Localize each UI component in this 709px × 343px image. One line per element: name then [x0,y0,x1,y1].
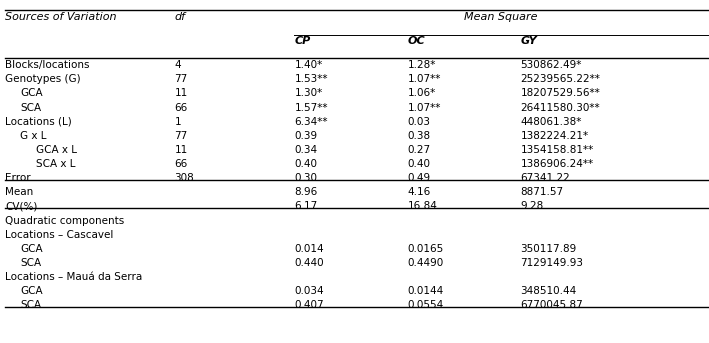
Text: 0.4490: 0.4490 [408,258,444,268]
Text: 4.16: 4.16 [408,187,430,197]
Text: 0.034: 0.034 [294,286,324,296]
Text: 1.07**: 1.07** [408,103,441,113]
Text: 77: 77 [174,131,188,141]
Text: 9.28: 9.28 [520,201,544,211]
Text: 0.49: 0.49 [408,173,430,183]
Text: 0.440: 0.440 [294,258,324,268]
Text: CV(%): CV(%) [5,201,38,211]
Text: GCA: GCA [21,88,43,98]
Text: 530862.49*: 530862.49* [520,60,582,70]
Text: 348510.44: 348510.44 [520,286,576,296]
Text: 0.407: 0.407 [294,300,324,310]
Text: 448061.38*: 448061.38* [520,117,582,127]
Text: 16.84: 16.84 [408,201,437,211]
Text: 1354158.81**: 1354158.81** [520,145,593,155]
Text: OC: OC [408,36,425,46]
Text: 0.014: 0.014 [294,244,324,254]
Text: 1.53**: 1.53** [294,74,328,84]
Text: GCA: GCA [21,244,43,254]
Text: 0.03: 0.03 [408,117,430,127]
Text: 26411580.30**: 26411580.30** [520,103,600,113]
Text: 350117.89: 350117.89 [520,244,576,254]
Text: 66: 66 [174,159,188,169]
Text: Mean: Mean [5,187,33,197]
Text: 7129149.93: 7129149.93 [520,258,584,268]
Text: 0.39: 0.39 [294,131,318,141]
Text: 6.34**: 6.34** [294,117,328,127]
Text: 18207529.56**: 18207529.56** [520,88,601,98]
Text: SCA: SCA [21,300,42,310]
Text: 1382224.21*: 1382224.21* [520,131,588,141]
Text: Genotypes (G): Genotypes (G) [5,74,81,84]
Text: 6770045.87: 6770045.87 [520,300,584,310]
Text: 0.0554: 0.0554 [408,300,444,310]
Text: 77: 77 [174,74,188,84]
Text: 6.17: 6.17 [294,201,318,211]
Text: 11: 11 [174,88,188,98]
Text: Locations – Mauá da Serra: Locations – Mauá da Serra [5,272,143,282]
Text: GCA: GCA [21,286,43,296]
Text: 1.06*: 1.06* [408,88,436,98]
Text: 67341.22: 67341.22 [520,173,570,183]
Text: 0.0165: 0.0165 [408,244,444,254]
Text: GCA x L: GCA x L [36,145,77,155]
Text: SCA x L: SCA x L [36,159,75,169]
Text: Quadratic components: Quadratic components [5,215,124,226]
Text: 25239565.22**: 25239565.22** [520,74,601,84]
Text: 8871.57: 8871.57 [520,187,564,197]
Text: 1.30*: 1.30* [294,88,323,98]
Text: Error: Error [5,173,30,183]
Text: 8.96: 8.96 [294,187,318,197]
Text: 0.30: 0.30 [294,173,318,183]
Text: SCA: SCA [21,258,42,268]
Text: 1.07**: 1.07** [408,74,441,84]
Text: df: df [174,12,186,22]
Text: 1: 1 [174,117,181,127]
Text: 308: 308 [174,173,194,183]
Text: 0.40: 0.40 [294,159,318,169]
Text: CP: CP [294,36,311,46]
Text: 1386906.24**: 1386906.24** [520,159,593,169]
Text: 1.28*: 1.28* [408,60,436,70]
Text: Mean Square: Mean Square [464,12,538,22]
Text: Sources of Variation: Sources of Variation [5,12,116,22]
Text: 0.27: 0.27 [408,145,430,155]
Text: 0.0144: 0.0144 [408,286,444,296]
Text: SCA: SCA [21,103,42,113]
Text: 0.34: 0.34 [294,145,318,155]
Text: 66: 66 [174,103,188,113]
Text: GY: GY [520,36,537,46]
Text: Locations – Cascavel: Locations – Cascavel [5,230,113,240]
Text: 0.40: 0.40 [408,159,430,169]
Text: Blocks/locations: Blocks/locations [5,60,89,70]
Text: Locations (L): Locations (L) [5,117,72,127]
Text: 4: 4 [174,60,181,70]
Text: 1.57**: 1.57** [294,103,328,113]
Text: 1.40*: 1.40* [294,60,323,70]
Text: G x L: G x L [21,131,47,141]
Text: 11: 11 [174,145,188,155]
Text: 0.38: 0.38 [408,131,430,141]
